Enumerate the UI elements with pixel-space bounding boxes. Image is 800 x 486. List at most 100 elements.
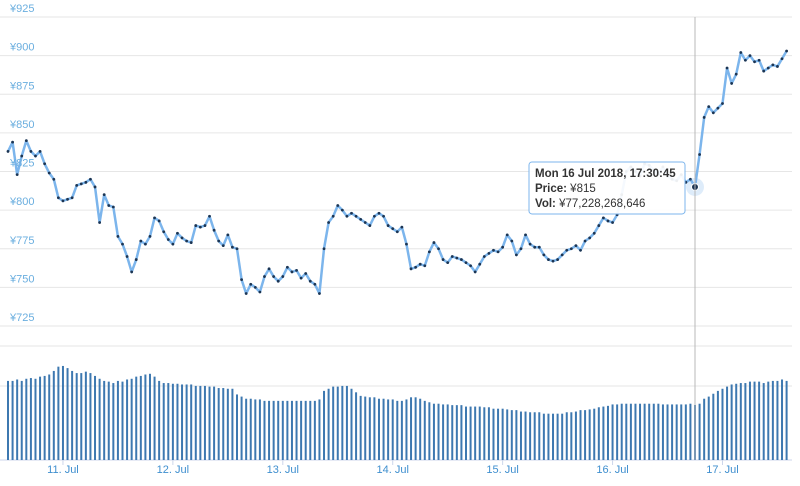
price-point (753, 60, 756, 64)
volume-bar (345, 385, 348, 460)
price-point (327, 221, 330, 224)
volume-bar (620, 403, 623, 460)
volume-bar (194, 385, 197, 460)
price-point (75, 184, 79, 187)
volume-bar (236, 394, 238, 460)
price-point (176, 231, 179, 235)
volume-bar (254, 399, 257, 460)
price-point (263, 275, 266, 278)
price-point (748, 54, 752, 58)
volume-bar (735, 383, 738, 460)
volume-bar (703, 398, 706, 460)
price-point (56, 196, 60, 200)
price-point (285, 265, 289, 269)
price-point (34, 154, 37, 158)
price-point (762, 69, 766, 73)
volume-bar (689, 403, 692, 460)
tooltip-date: Mon 16 Jul 2018, 17:30:45 (535, 168, 676, 180)
volume-bar (57, 366, 60, 460)
price-point (469, 264, 472, 268)
volume-bar (753, 381, 756, 460)
volume-bar (368, 397, 371, 460)
price-point (757, 58, 761, 62)
volume-bar (584, 410, 587, 460)
volume-bar (39, 376, 42, 460)
volume-bar (547, 413, 550, 460)
volume-bar (428, 402, 431, 460)
volume-bar (675, 404, 678, 460)
price-point (322, 247, 326, 251)
x-tick-label: 16. Jul (596, 464, 628, 476)
price-point (249, 282, 253, 286)
volume-bar (442, 404, 445, 460)
price-point (253, 285, 257, 289)
price-point (61, 199, 65, 203)
volume-bar (112, 383, 115, 460)
price-point (116, 234, 120, 238)
volume-bars (7, 365, 788, 460)
price-point (446, 261, 450, 265)
price-point (267, 267, 271, 271)
volume-bar (506, 409, 509, 460)
price-point (464, 261, 468, 265)
price-point (776, 65, 779, 68)
price-point (235, 247, 239, 251)
volume-bar (716, 390, 719, 460)
price-point (272, 275, 276, 278)
volume-bar (25, 378, 28, 460)
price-point (217, 239, 221, 243)
volume-bar (510, 410, 513, 460)
volume-bar (492, 408, 495, 460)
volume-bar (355, 392, 358, 460)
volume-bar (538, 412, 541, 460)
price-point (166, 238, 170, 241)
volume-bar (11, 380, 14, 460)
volume-bar (281, 400, 284, 460)
volume-bar (432, 403, 435, 460)
price-point (244, 292, 248, 295)
price-point (441, 258, 445, 261)
price-point (542, 253, 546, 257)
volume-bar (126, 379, 129, 460)
price-point (350, 211, 353, 215)
volume-bar (611, 404, 614, 460)
y-tick-label: ¥925 (9, 3, 34, 15)
price-point (180, 236, 184, 240)
volume-bar (350, 388, 353, 460)
price-point (423, 264, 427, 268)
volume-bar (52, 370, 55, 460)
volume-bar (222, 388, 225, 460)
price-point (780, 57, 784, 61)
volume-bar (185, 384, 188, 460)
volume-bar (268, 400, 271, 460)
y-tick-label: ¥900 (9, 42, 34, 54)
price-point (382, 214, 385, 218)
price-point (6, 150, 10, 153)
price-point (79, 182, 83, 186)
price-point (240, 278, 243, 282)
volume-bar (739, 383, 742, 460)
price-point (597, 224, 601, 227)
volume-bar (423, 400, 426, 460)
volume-bar (66, 368, 69, 460)
volume-bar (707, 396, 710, 460)
volume-bar (643, 403, 646, 460)
price-point (565, 248, 569, 252)
price-point (698, 153, 701, 156)
volume-bar (661, 404, 664, 460)
volume-bar (121, 381, 124, 460)
price-point (52, 177, 56, 181)
tooltip: Mon 16 Jul 2018, 17:30:45 Price: ¥815 Vo… (528, 161, 686, 215)
volume-bar (309, 400, 312, 460)
volume-bar (744, 383, 747, 460)
price-point (29, 150, 33, 153)
price-point (606, 219, 610, 223)
tooltip-price-label: Price: (535, 183, 567, 195)
price-point (579, 248, 582, 252)
volume-bar (295, 400, 298, 460)
price-point (162, 230, 166, 234)
price-point (460, 258, 463, 261)
price-point (592, 231, 596, 235)
price-point (716, 106, 720, 110)
price-point (395, 230, 399, 234)
